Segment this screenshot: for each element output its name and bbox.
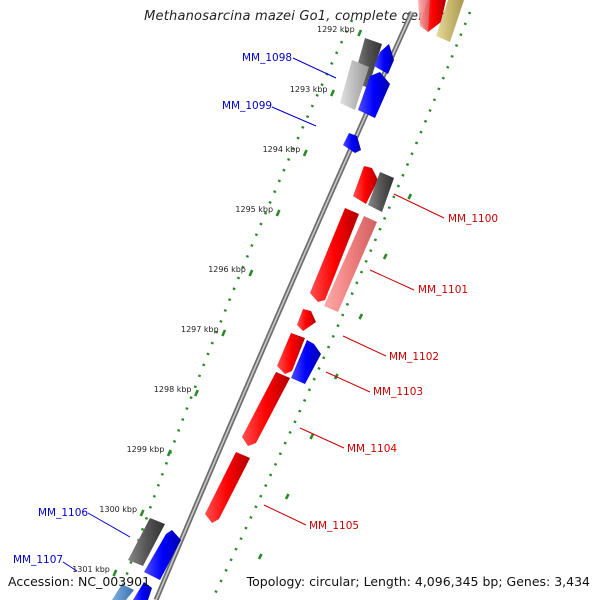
tick-mark-1299 (166, 449, 172, 457)
feature-mm1106-gray (128, 518, 165, 566)
gene-label-mm1098[interactable]: MM_1098 (242, 52, 292, 64)
leader-mm1098 (292, 57, 337, 79)
gene-label-mm1102[interactable]: MM_1102 (389, 351, 439, 363)
feature-top-olive (436, 0, 464, 42)
tick-label-1299: 1299 kbp (127, 445, 165, 454)
leader-mm1101 (369, 269, 415, 291)
feature-mm1101-red (310, 208, 359, 302)
outer-tick-mark-1292 (407, 193, 413, 200)
outer-tick-mark-1294 (358, 313, 364, 320)
tick-label-1300: 1300 kbp (99, 505, 137, 514)
gene-label-mm1106[interactable]: MM_1106 (38, 507, 88, 519)
tick-mark-1294 (302, 149, 308, 157)
feature-mm1107-steel (112, 584, 134, 600)
tick-mark-1296 (248, 269, 254, 277)
tick-mark-1295 (275, 209, 281, 217)
leader-mm1099 (271, 106, 317, 127)
leader-mm1103 (325, 371, 371, 393)
gene-label-mm1099[interactable]: MM_1099 (222, 100, 272, 112)
genome-summary-label: Topology: circular; Length: 4,096,345 bp… (246, 574, 590, 589)
gene-label-mm1101[interactable]: MM_1101 (418, 284, 468, 296)
leader-mm1102 (342, 335, 387, 357)
tick-mark-1292 (357, 29, 363, 37)
feature-top-pink (418, 0, 430, 32)
feature-mm1103-blue (291, 340, 321, 384)
outer-tick-mark-1296 (309, 433, 315, 440)
feature-mm1098-lightgray (340, 60, 369, 110)
tick-mark-1298 (194, 389, 199, 397)
leader-mm1105 (263, 504, 307, 526)
tick-label-1292: 1292 kbp (317, 25, 355, 34)
feature-mm1101-pink (324, 216, 377, 312)
tick-label-1293: 1293 kbp (290, 85, 328, 94)
feature-mm1100-red (353, 166, 378, 204)
feature-mm1105-red (205, 452, 250, 523)
tick-label-1301: 1301 kbp (72, 565, 110, 574)
leader-mm1106 (87, 512, 131, 538)
gene-label-mm1105[interactable]: MM_1105 (309, 520, 359, 532)
feature-mm1104-red (242, 372, 290, 446)
feature-mm1100-gray (368, 172, 394, 212)
outer-tick-mark-1293 (382, 253, 388, 260)
gene-label-mm1103[interactable]: MM_1103 (373, 386, 423, 398)
tick-mark-1300 (139, 509, 145, 517)
tick-label-1297: 1297 kbp (181, 325, 219, 334)
leader-mm1104 (299, 427, 345, 449)
feature-mm1107-blue (133, 582, 152, 600)
feature-mm1098-blue-lower (358, 72, 390, 118)
tick-mark-1297 (221, 329, 227, 337)
tick-mark-1293 (330, 89, 335, 97)
gene-label-mm1104[interactable]: MM_1104 (347, 443, 397, 455)
accession-label: Accession: NC_003901 (8, 574, 151, 589)
tick-label-1294: 1294 kbp (263, 145, 301, 154)
outer-tick-mark-1298 (257, 553, 263, 560)
gene-label-mm1100[interactable]: MM_1100 (448, 213, 498, 225)
leader-mm1100 (393, 193, 445, 219)
gene-label-mm1107[interactable]: MM_1107 (13, 554, 63, 566)
feature-mm1098-blue-upper (374, 44, 394, 74)
tick-label-1296: 1296 kbp (208, 265, 246, 274)
map-title: Methanosarcina mazei Go1, complete genom… (144, 9, 456, 24)
tick-label-1298: 1298 kbp (154, 385, 192, 394)
tick-label-1295: 1295 kbp (235, 205, 273, 214)
outer-tick-mark-1297 (284, 493, 290, 500)
feature-mm1099-blue (343, 133, 361, 153)
leader-mm1107 (62, 561, 78, 572)
feature-mm1102-red (297, 309, 316, 331)
feature-mm1103-red (277, 333, 305, 374)
tick-mark-1301 (112, 569, 118, 577)
feature-mm1106-blue (144, 530, 181, 580)
